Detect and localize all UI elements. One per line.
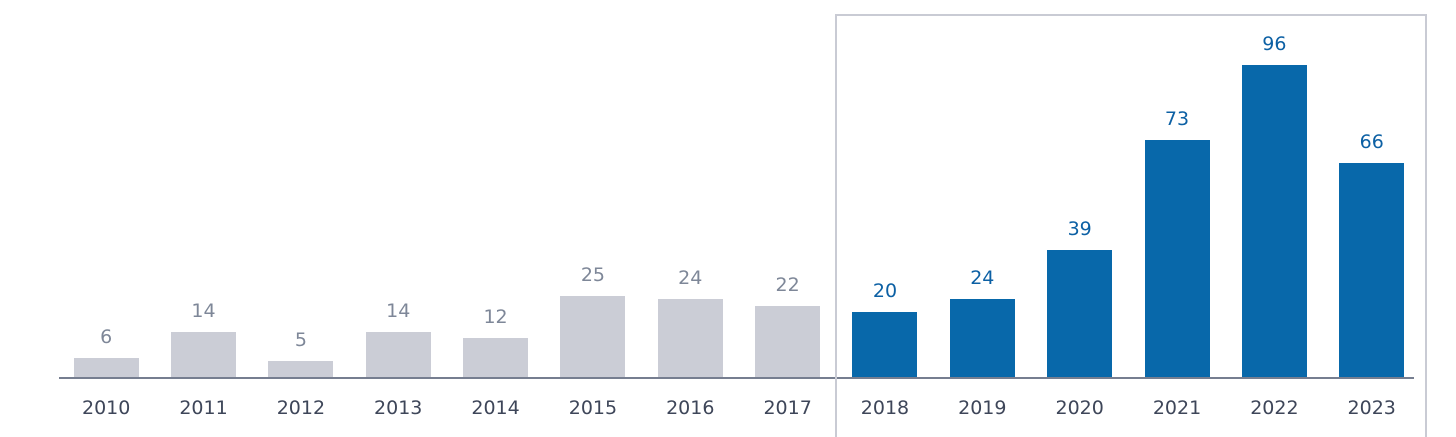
highlight-box-2018-2023 [835,14,1427,437]
bar-value-label-2020: 39 [1067,218,1092,241]
x-axis-tick-label-2023: 2023 [1347,397,1396,419]
x-axis-tick-label-2016: 2016 [666,397,715,419]
x-axis-tick-label-2011: 2011 [179,397,228,419]
bar-value-label-2010: 6 [100,325,113,348]
x-axis-tick-label-2013: 2013 [374,397,423,419]
x-axis-tick-label-2010: 2010 [81,397,131,419]
x-axis-tick-label-2022: 2022 [1250,397,1299,419]
bar-2020 [1047,250,1113,377]
bar-2017 [755,305,821,377]
bar-2018 [852,312,918,377]
x-axis-tick-label-2017: 2017 [763,397,812,419]
bar-value-label-2016: 24 [678,267,703,289]
bar-2022 [1241,65,1307,377]
bar-2019 [949,299,1015,377]
x-axis-tick-label-2019: 2019 [958,397,1007,419]
bar-value-label-2018: 20 [872,280,898,302]
bar-value-label-2013: 14 [386,299,411,322]
bar-value-label-2021: 73 [1164,107,1190,130]
x-axis-tick-label-2012: 2012 [276,397,326,419]
bar-value-label-2017: 22 [775,273,800,296]
bar-2011 [171,331,237,377]
x-axis-tick-label-2018: 2018 [860,397,910,419]
bar-value-label-2014: 12 [483,306,508,328]
x-axis-tick-label-2014: 2014 [471,397,520,419]
x-axis-line [59,377,1414,379]
bar-value-label-2023: 66 [1359,130,1384,153]
bar-2013 [365,331,431,377]
x-axis-tick-label-2021: 2021 [1152,397,1202,419]
bar-value-label-2012: 5 [294,328,307,351]
bar-value-label-2011: 14 [191,299,216,322]
bar-2014 [463,338,529,377]
bar-value-label-2015: 25 [580,263,606,286]
bar-2023 [1339,162,1405,377]
x-axis-tick-label-2020: 2020 [1055,397,1104,419]
bar-value-label-2019: 24 [970,267,995,289]
bar-value-label-2022: 96 [1262,33,1287,55]
bar-2021 [1144,139,1210,377]
x-axis-tick-label-2015: 2015 [568,397,618,419]
bar-2015 [560,295,626,377]
bar-2016 [657,299,723,377]
bar-2010 [73,357,139,377]
bar-2012 [268,360,334,377]
